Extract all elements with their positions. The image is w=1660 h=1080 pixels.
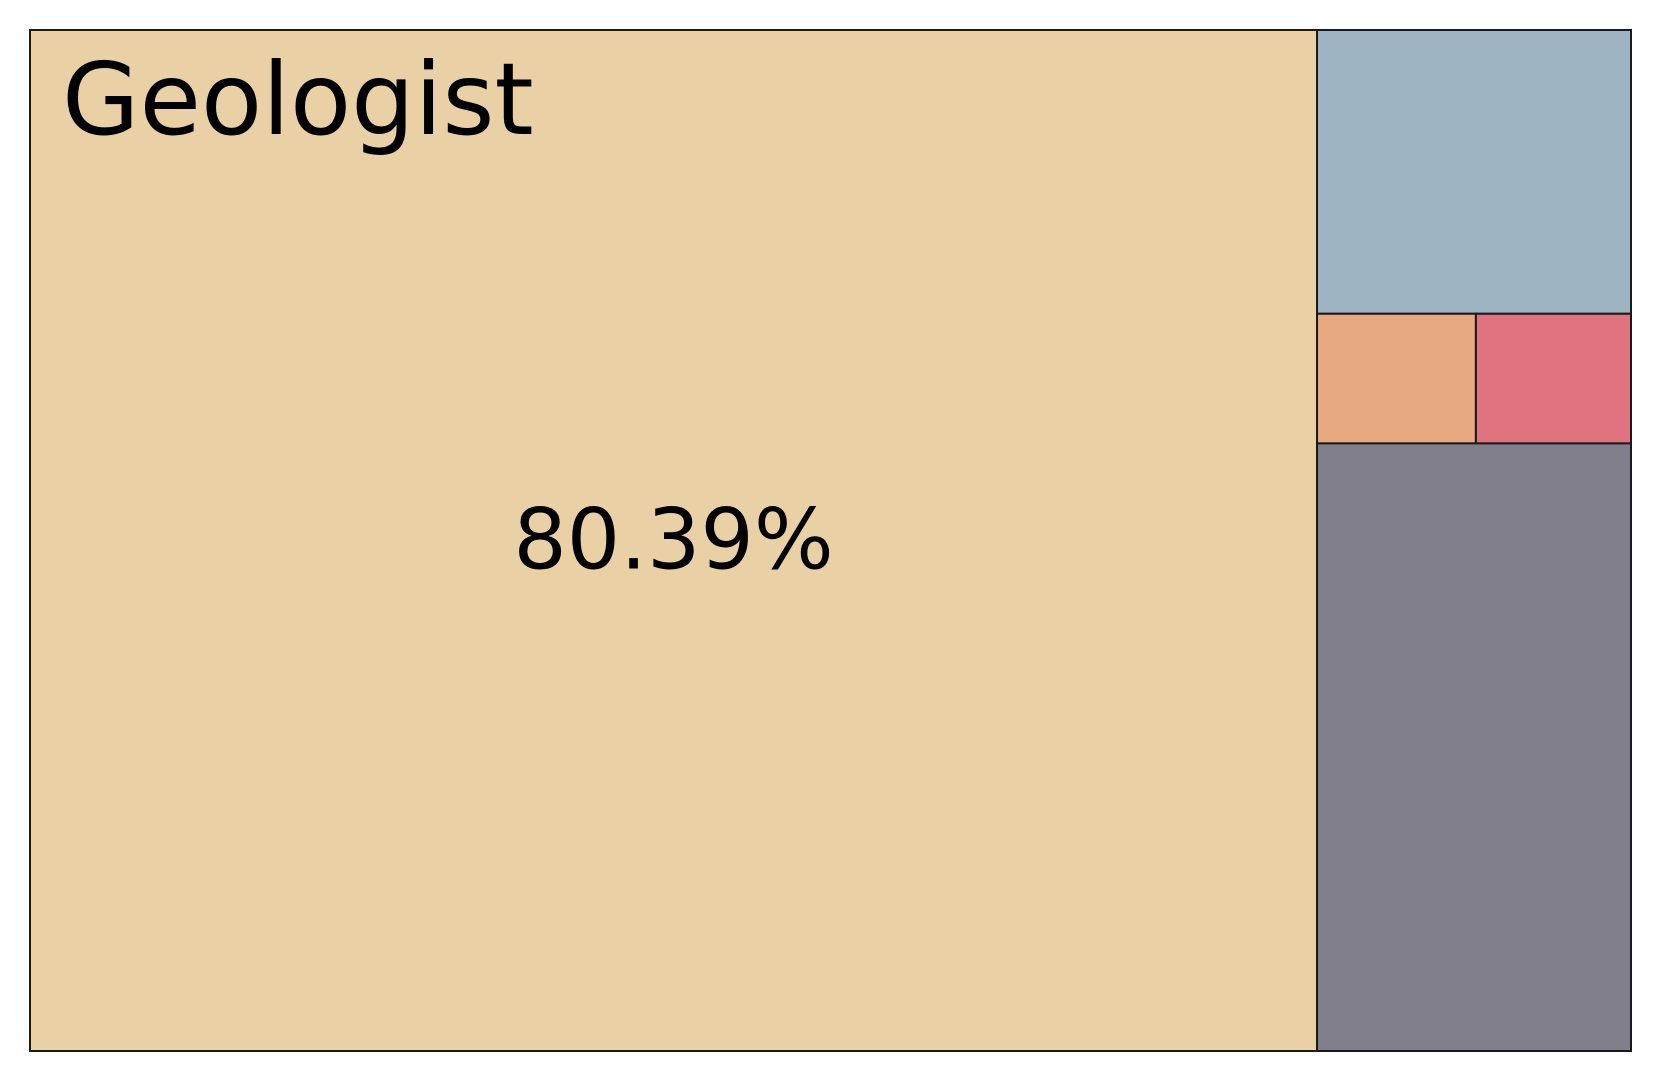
treemap-tile-1 — [29, 29, 1319, 1052]
treemap-tile-1-value: 80.39% — [513, 491, 833, 589]
treemap-tile-1-label: Geologist — [62, 41, 534, 158]
treemap-tile-2 — [1316, 29, 1633, 315]
treemap-tile-5 — [1316, 442, 1633, 1052]
treemap-tile-3 — [1316, 312, 1477, 445]
treemap-tile-4 — [1474, 312, 1632, 445]
